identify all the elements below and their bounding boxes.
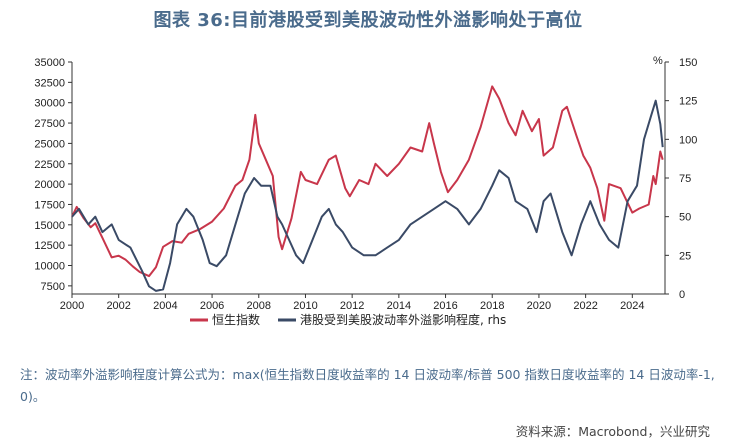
line-chart: 7500100001250015000175002000022500250002… xyxy=(34,55,697,327)
x-tick-label: 2024 xyxy=(620,300,644,312)
legend-label-hsi: 恒生指数 xyxy=(212,312,260,327)
left-tick-label: 17500 xyxy=(34,199,65,211)
right-tick-label: 100 xyxy=(679,134,697,146)
x-tick-label: 2018 xyxy=(480,300,504,312)
right-axis-unit-label: % xyxy=(653,55,663,67)
footnote: 注：波动率外溢影响程度计算公式为：max(恒生指数日度收益率的 14 日波动率/… xyxy=(20,367,715,404)
left-tick-label: 25000 xyxy=(34,138,65,150)
bottom-axis: 2000 2002 2004 2006 2008 2010 2012 2014 2016 2018… xyxy=(60,294,645,312)
left-tick-label: 35000 xyxy=(34,57,65,69)
source-line: 资料来源：Macrobond，兴业研究 xyxy=(515,424,710,439)
left-tick-label: 32500 xyxy=(34,77,65,89)
plot-area xyxy=(71,62,666,295)
right-axis: 0 25 50 75 100 125 150 xyxy=(665,57,697,301)
left-axis: 7500 10000 12500 15000 17500 20000 22500 25000 2… xyxy=(34,57,72,293)
right-tick-label: 150 xyxy=(679,57,697,69)
x-tick-label: 2000 xyxy=(60,300,84,312)
right-tick-label: 0 xyxy=(679,289,685,301)
series-line-spillover xyxy=(71,99,664,292)
series-line-hsi xyxy=(71,85,664,278)
x-tick-label: 2008 xyxy=(247,300,271,312)
legend-label-spillover: 港股受到美股波动率外溢影响程度, rhs xyxy=(300,312,506,327)
left-tick-label: 7500 xyxy=(41,281,65,293)
left-tick-label: 22500 xyxy=(34,159,65,171)
x-tick-label: 2014 xyxy=(387,300,411,312)
x-tick-label: 2016 xyxy=(433,300,457,312)
x-tick-label: 2010 xyxy=(293,300,317,312)
left-tick-label: 20000 xyxy=(34,179,65,191)
left-tick-label: 10000 xyxy=(34,261,65,273)
x-tick-label: 2022 xyxy=(573,300,597,312)
right-tick-label: 125 xyxy=(679,96,697,108)
left-tick-label: 15000 xyxy=(34,220,65,232)
x-tick-label: 2020 xyxy=(527,300,551,312)
right-tick-label: 25 xyxy=(679,250,691,262)
x-tick-label: 2006 xyxy=(200,300,224,312)
left-tick-label: 27500 xyxy=(34,118,65,130)
series-layer xyxy=(71,85,664,292)
right-tick-label: 50 xyxy=(679,212,691,224)
x-tick-label: 2004 xyxy=(153,300,177,312)
legend: 恒生指数 港股受到美股波动率外溢影响程度, rhs xyxy=(190,312,506,327)
left-tick-label: 12500 xyxy=(34,240,65,252)
x-tick-label: 2012 xyxy=(340,300,364,312)
right-tick-label: 75 xyxy=(679,173,691,185)
x-tick-label: 2002 xyxy=(106,300,130,312)
page-title: 图表 36:目前港股受到美股波动性外溢影响处于高位 xyxy=(153,10,583,31)
left-tick-label: 30000 xyxy=(34,98,65,110)
